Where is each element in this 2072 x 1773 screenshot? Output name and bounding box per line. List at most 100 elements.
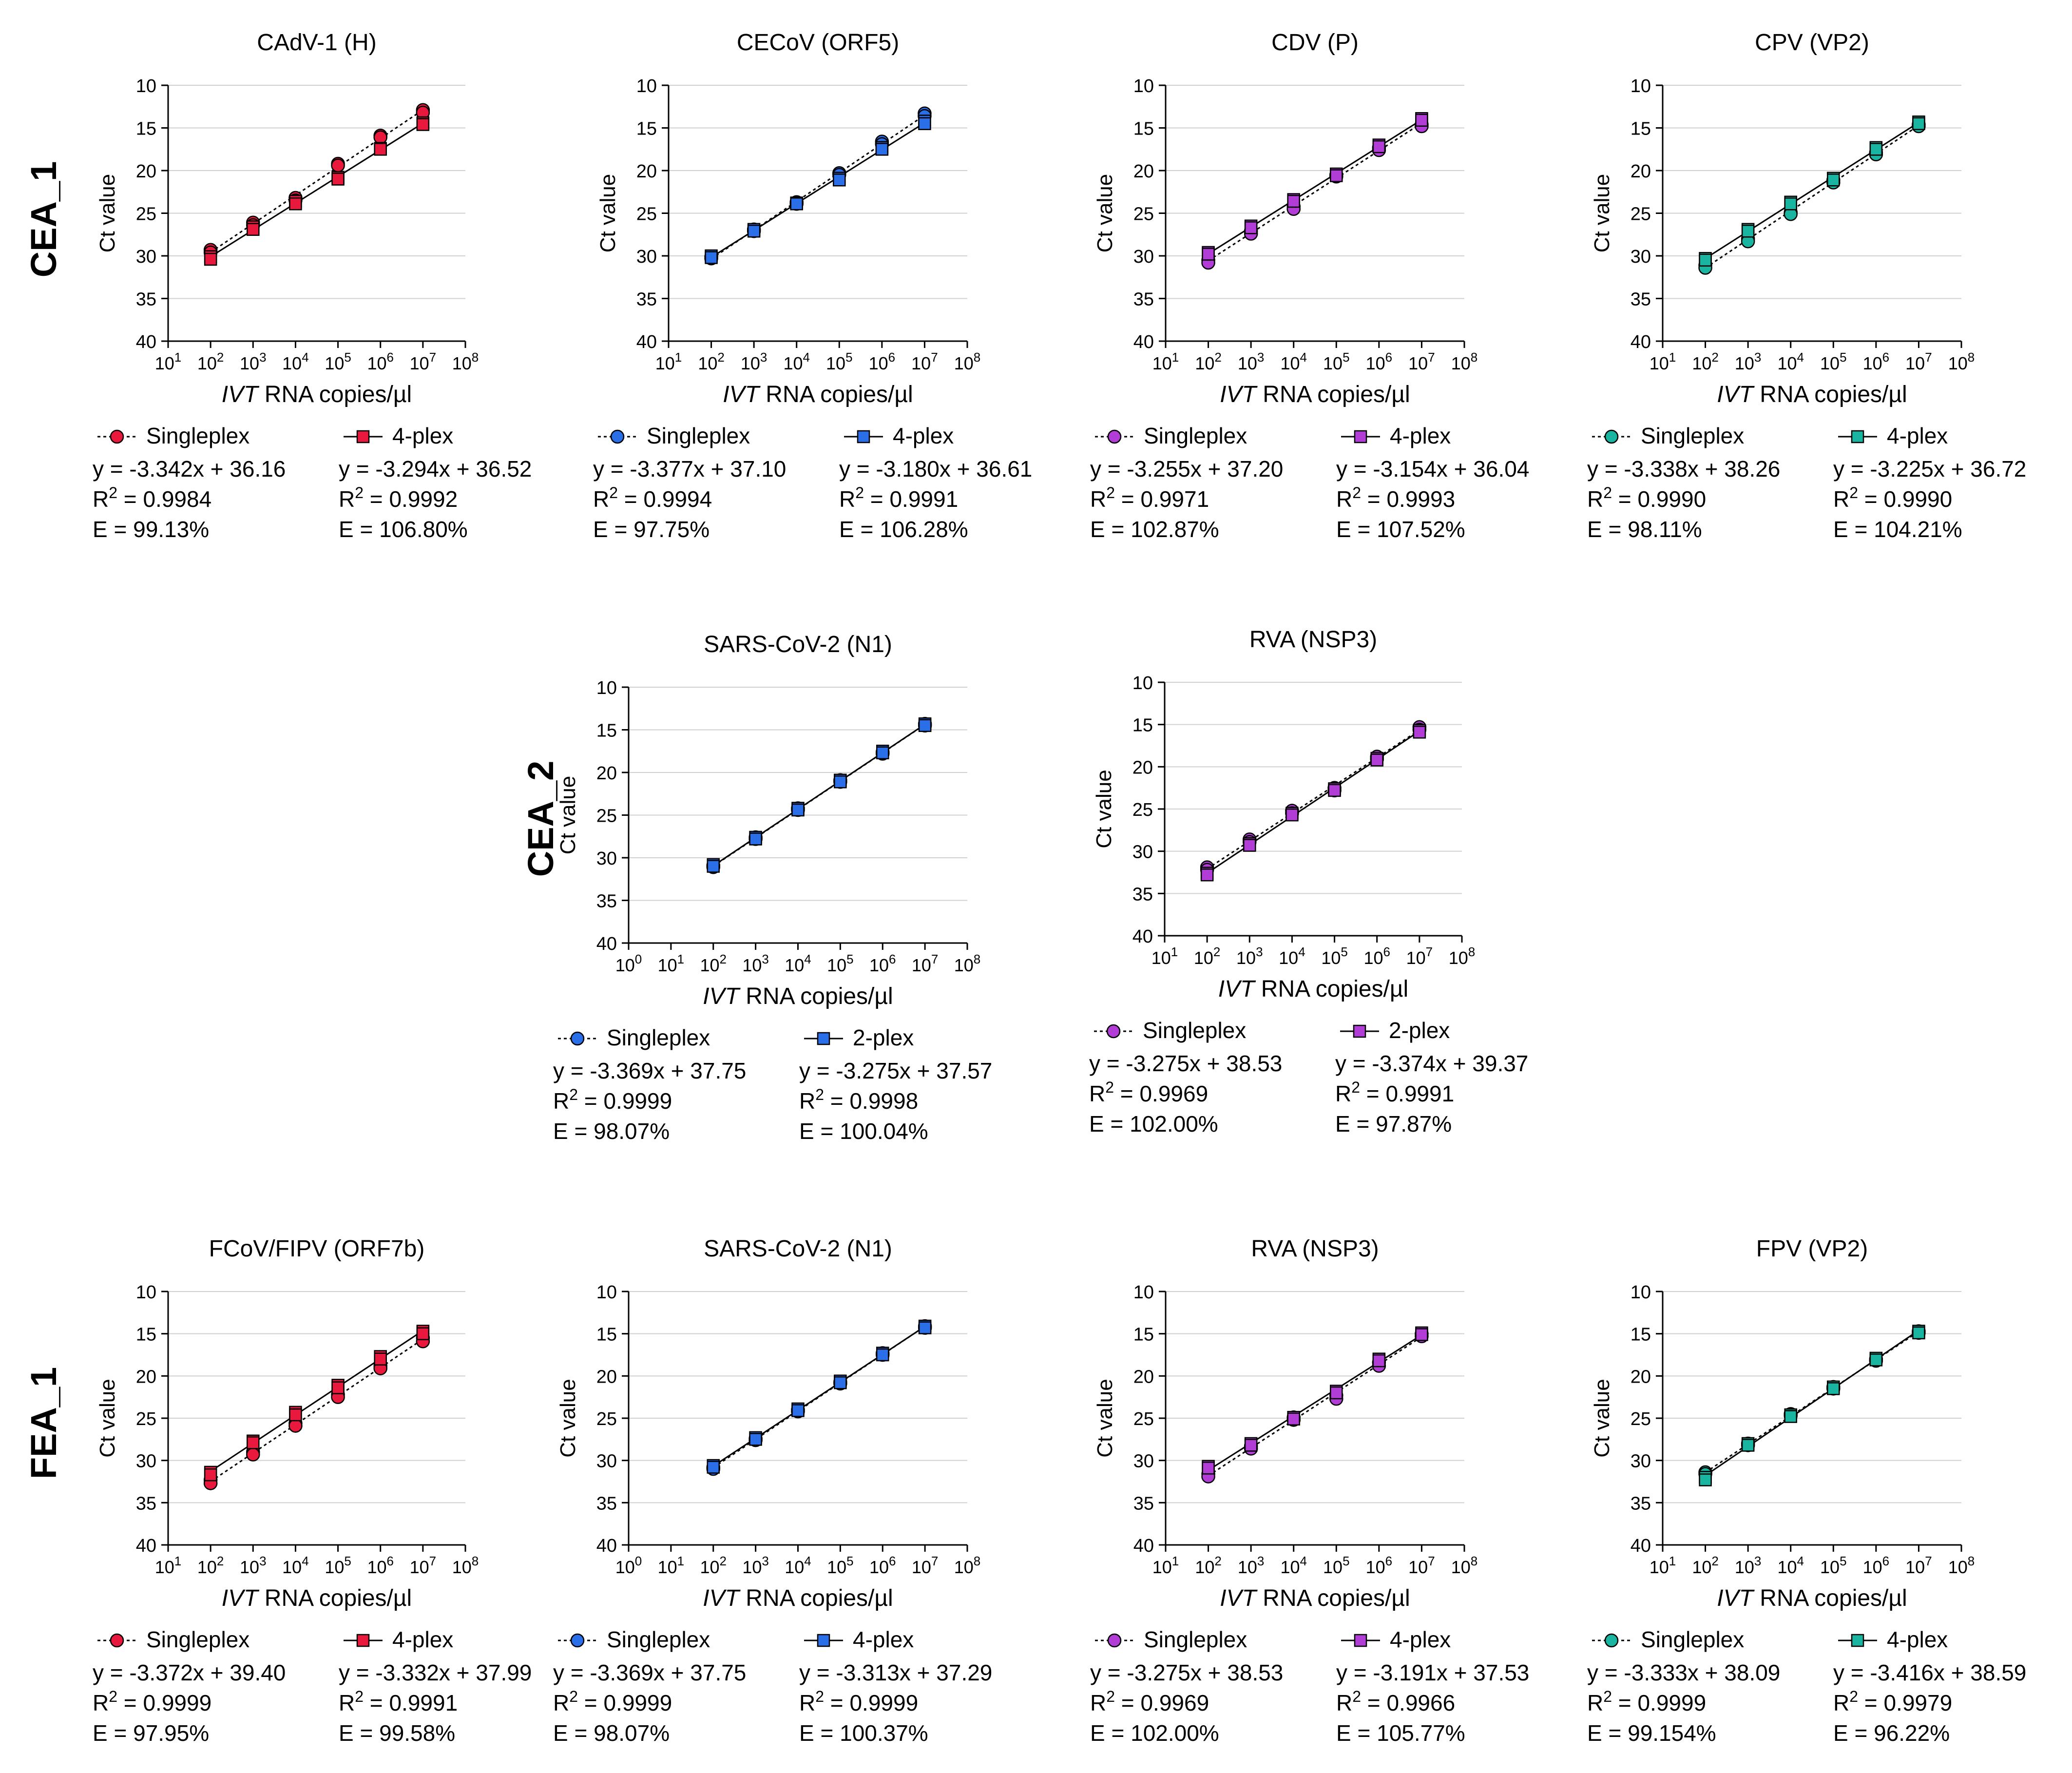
data-point-singleplex [373, 130, 387, 144]
x-tick-label: 108 [954, 1554, 981, 1577]
efficiency: E = 102.00% [1089, 1111, 1218, 1137]
legend-marker [1354, 430, 1367, 443]
x-tick-label: 103 [240, 350, 267, 373]
legend-label: 4-plex [392, 1627, 453, 1652]
data-point-multiplex [331, 173, 345, 186]
efficiency: E = 106.80% [339, 517, 468, 542]
x-tick-label: 106 [367, 350, 394, 373]
y-tick-label: 30 [596, 848, 617, 869]
y-axis-label: Ct value [556, 1379, 580, 1457]
y-tick-label: 40 [596, 934, 617, 954]
data-point-multiplex [1372, 140, 1386, 154]
x-tick-label: 107 [1408, 1554, 1435, 1577]
legend-label: 2-plex [853, 1025, 914, 1050]
y-tick-label: 35 [1631, 289, 1651, 310]
y-tick-label: 40 [1133, 332, 1154, 352]
y-tick-label: 10 [1631, 1282, 1651, 1303]
y-tick-label: 30 [596, 1451, 617, 1472]
y-tick-label: 30 [136, 1451, 156, 1472]
y-tick-label: 15 [136, 119, 156, 139]
legend-label: Singleplex [607, 1025, 710, 1050]
y-tick-label: 15 [1133, 1325, 1154, 1345]
efficiency: E = 99.154% [1587, 1720, 1716, 1746]
x-axis-label: IVT RNA copies/µl [723, 382, 913, 407]
x-tick-label: 106 [869, 350, 896, 373]
legend-multiplex: 2-plex y = -3.275x + 37.57 R2 = 0.9998 E = … [799, 1025, 992, 1144]
legend-label: Singleplex [1641, 423, 1744, 448]
x-tick-label: 107 [1406, 944, 1433, 968]
legend-marker [1851, 1634, 1864, 1647]
r-squared: R2 = 0.9984 [93, 484, 211, 512]
r-squared: R2 = 0.9994 [593, 484, 712, 512]
x-tick-label: 106 [1366, 1554, 1393, 1577]
x-tick-label: 108 [1451, 1554, 1478, 1577]
y-axis-label: Ct value [1092, 770, 1116, 848]
efficiency: E = 102.00% [1090, 1720, 1219, 1746]
regression-line-singleplex [210, 1338, 423, 1483]
y-axis-label: Ct value [1093, 1379, 1117, 1457]
data-point-multiplex [1869, 143, 1883, 156]
regression-equation: y = -3.369x + 37.75 [553, 1660, 746, 1685]
y-axis-label: Ct value [96, 1379, 119, 1457]
x-tick-label: 105 [1820, 1554, 1847, 1577]
x-tick-label: 101 [658, 1554, 685, 1577]
y-tick-label: 40 [1133, 1536, 1154, 1556]
x-tick-label: 104 [1280, 350, 1307, 373]
x-axis-label: IVT RNA copies/µl [1220, 1585, 1410, 1611]
data-point-multiplex [1827, 173, 1840, 187]
data-point-multiplex [1370, 753, 1383, 767]
r-squared: R2 = 0.9999 [799, 1688, 918, 1715]
data-point-multiplex [707, 860, 720, 873]
x-tick-label: 102 [1692, 1554, 1719, 1577]
y-tick-label: 25 [1132, 800, 1153, 820]
y-tick-label: 20 [596, 763, 617, 784]
data-point-multiplex [1415, 114, 1428, 127]
x-tick-label: 101 [1650, 350, 1676, 373]
data-point-multiplex [749, 1433, 762, 1446]
x-axis-label: IVT RNA copies/µl [1717, 382, 1907, 407]
regression-line-multiplex [1207, 730, 1420, 874]
x-tick-label: 105 [827, 1554, 854, 1577]
legend-label: Singleplex [1641, 1627, 1744, 1652]
y-tick-label: 20 [1631, 161, 1651, 182]
data-point-multiplex [875, 143, 889, 156]
x-tick-label: 107 [911, 350, 938, 373]
y-tick-label: 10 [596, 1282, 617, 1303]
x-tick-label: 102 [1692, 350, 1719, 373]
x-tick-label: 101 [1152, 1554, 1179, 1577]
data-point-multiplex [1741, 1439, 1755, 1452]
legend-label: Singleplex [607, 1627, 710, 1652]
y-tick-label: 10 [636, 76, 657, 96]
data-point-multiplex [834, 775, 847, 789]
x-tick-label: 104 [282, 350, 309, 373]
y-tick-label: 30 [1133, 247, 1154, 267]
legend-marker [1353, 1024, 1366, 1038]
data-point-multiplex [1328, 784, 1341, 797]
x-tick-label: 107 [410, 1554, 437, 1577]
data-point-multiplex [1287, 1412, 1300, 1426]
regression-line-multiplex [1705, 122, 1919, 259]
y-tick-label: 25 [596, 1409, 617, 1429]
x-tick-label: 105 [325, 1554, 351, 1577]
data-point-multiplex [918, 117, 931, 130]
legend-marker [1604, 1633, 1619, 1648]
efficiency: E = 104.21% [1833, 517, 1962, 542]
x-tick-label: 103 [742, 1554, 769, 1577]
panel-title: RVA (NSP3) [1251, 1236, 1379, 1262]
y-tick-label: 30 [1133, 1451, 1154, 1472]
data-point-multiplex [1243, 839, 1256, 852]
efficiency: E = 107.52% [1336, 517, 1465, 542]
panel-title: FPV (VP2) [1756, 1236, 1868, 1262]
r-squared: R2 = 0.9993 [1336, 484, 1455, 512]
y-tick-label: 35 [1133, 289, 1154, 310]
data-point-multiplex [374, 1352, 387, 1366]
r-squared: R2 = 0.9969 [1089, 1079, 1208, 1106]
regression-equation: y = -3.374x + 39.37 [1335, 1051, 1528, 1076]
